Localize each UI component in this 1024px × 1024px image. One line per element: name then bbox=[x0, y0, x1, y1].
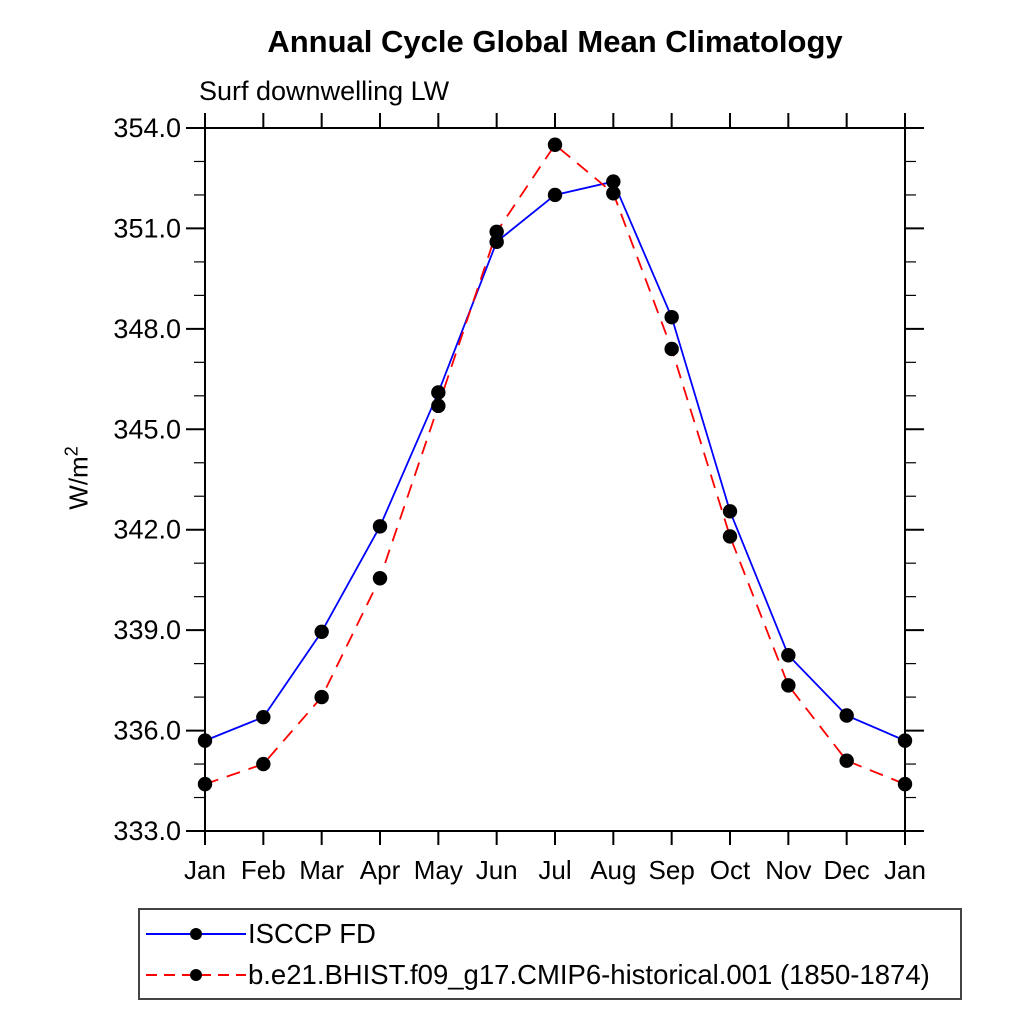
data-point-marker bbox=[489, 234, 504, 250]
data-point-marker bbox=[781, 648, 796, 663]
data-point-marker bbox=[431, 385, 446, 400]
x-tick-label: Jul bbox=[538, 855, 571, 885]
x-tick-label: Nov bbox=[765, 855, 811, 885]
legend-line-dashed-icon bbox=[146, 968, 246, 981]
data-point-marker bbox=[256, 709, 271, 725]
y-tick-label: 345.0 bbox=[113, 414, 181, 444]
legend: ISCCP FD b.e21.BHIST.f09_g17.CMIP6-histo… bbox=[138, 908, 962, 1000]
data-point-marker bbox=[839, 708, 854, 723]
legend-label-isccp-fd: ISCCP FD bbox=[248, 917, 376, 949]
legend-line-solid-icon bbox=[146, 927, 246, 940]
data-point-marker bbox=[722, 504, 738, 519]
x-tick-label: Dec bbox=[824, 855, 870, 885]
data-point-marker bbox=[197, 776, 213, 792]
data-point-marker bbox=[314, 624, 329, 640]
x-tick-label: Jan bbox=[884, 855, 926, 885]
legend-label-model: b.e21.BHIST.f09_g17.CMIP6-historical.001… bbox=[248, 958, 930, 990]
x-tick-label: Mar bbox=[299, 855, 344, 885]
chart-title: Annual Cycle Global Mean Climatology bbox=[267, 24, 843, 59]
y-tick-label: 336.0 bbox=[113, 716, 181, 746]
data-point-marker bbox=[664, 309, 679, 325]
series-line-0 bbox=[204, 180, 906, 742]
x-tick-label: Feb bbox=[241, 855, 286, 885]
data-point-marker bbox=[197, 733, 213, 748]
y-tick-label: 354.0 bbox=[113, 113, 181, 143]
legend-entry-model: b.e21.BHIST.f09_g17.CMIP6-historical.001… bbox=[140, 954, 960, 995]
data-point-marker bbox=[897, 733, 913, 748]
data-point-marker bbox=[372, 519, 388, 534]
y-tick-label: 339.0 bbox=[113, 615, 181, 645]
axis-frame bbox=[204, 127, 906, 832]
x-tick-label: Oct bbox=[710, 855, 751, 885]
x-tick-label: Aug bbox=[590, 855, 636, 885]
data-point-marker bbox=[839, 753, 854, 768]
x-tick-label: Jun bbox=[476, 855, 518, 885]
y-tick-label: 348.0 bbox=[113, 314, 181, 344]
y-tick-label: 333.0 bbox=[113, 816, 181, 846]
data-point-marker bbox=[256, 756, 271, 772]
data-point-marker bbox=[489, 224, 504, 239]
data-point-marker bbox=[372, 571, 388, 586]
data-point-marker bbox=[547, 137, 563, 152]
data-point-marker bbox=[547, 187, 563, 203]
data-point-marker bbox=[897, 776, 913, 792]
data-point-marker bbox=[606, 174, 621, 189]
y-tick-label: 342.0 bbox=[113, 515, 181, 545]
x-tick-label: Sep bbox=[649, 855, 695, 885]
data-point-marker bbox=[314, 689, 329, 705]
data-point-marker bbox=[781, 678, 796, 693]
x-tick-label: May bbox=[414, 855, 463, 885]
data-point-marker bbox=[431, 398, 446, 414]
series-line-1 bbox=[204, 143, 906, 785]
data-point-marker bbox=[664, 341, 679, 357]
y-tick-label: 351.0 bbox=[113, 213, 181, 243]
chart-subtitle: Surf downwelling LW bbox=[199, 76, 450, 106]
x-tick-label: Jan bbox=[184, 855, 226, 885]
x-tick-label: Apr bbox=[360, 855, 401, 885]
legend-entry-isccp-fd: ISCCP FD bbox=[140, 913, 960, 954]
data-point-marker bbox=[606, 186, 621, 201]
data-point-marker bbox=[722, 529, 738, 544]
